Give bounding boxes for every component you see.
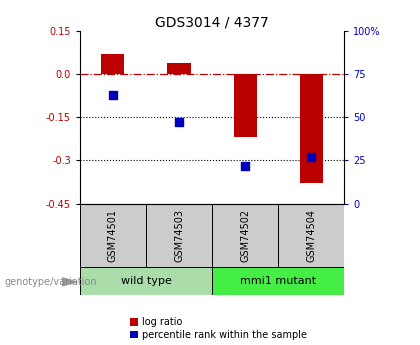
Bar (212, 204, 278, 267)
Legend: log ratio, percentile rank within the sample: log ratio, percentile rank within the sa… (130, 317, 307, 340)
Point (110, 92, 116, 98)
Text: wild type: wild type (121, 276, 171, 286)
Bar (168, 63, 191, 74)
Point (308, 154, 315, 160)
Point (176, 120, 182, 125)
Bar (300, 74, 323, 184)
Text: genotype/variation: genotype/variation (4, 277, 97, 287)
Polygon shape (62, 277, 79, 287)
Text: GSM74502: GSM74502 (240, 209, 250, 262)
Text: GSM74504: GSM74504 (306, 209, 316, 262)
Bar (234, 74, 257, 137)
Bar (80, 267, 212, 295)
Bar (101, 54, 124, 74)
Point (242, 163, 249, 168)
Bar (146, 204, 212, 267)
Text: GSM74501: GSM74501 (108, 209, 118, 262)
Bar (80, 204, 146, 267)
Text: mmi1 mutant: mmi1 mutant (240, 276, 316, 286)
Text: GSM74503: GSM74503 (174, 209, 184, 262)
Title: GDS3014 / 4377: GDS3014 / 4377 (155, 16, 269, 30)
Bar (278, 204, 344, 267)
Bar (212, 267, 344, 295)
